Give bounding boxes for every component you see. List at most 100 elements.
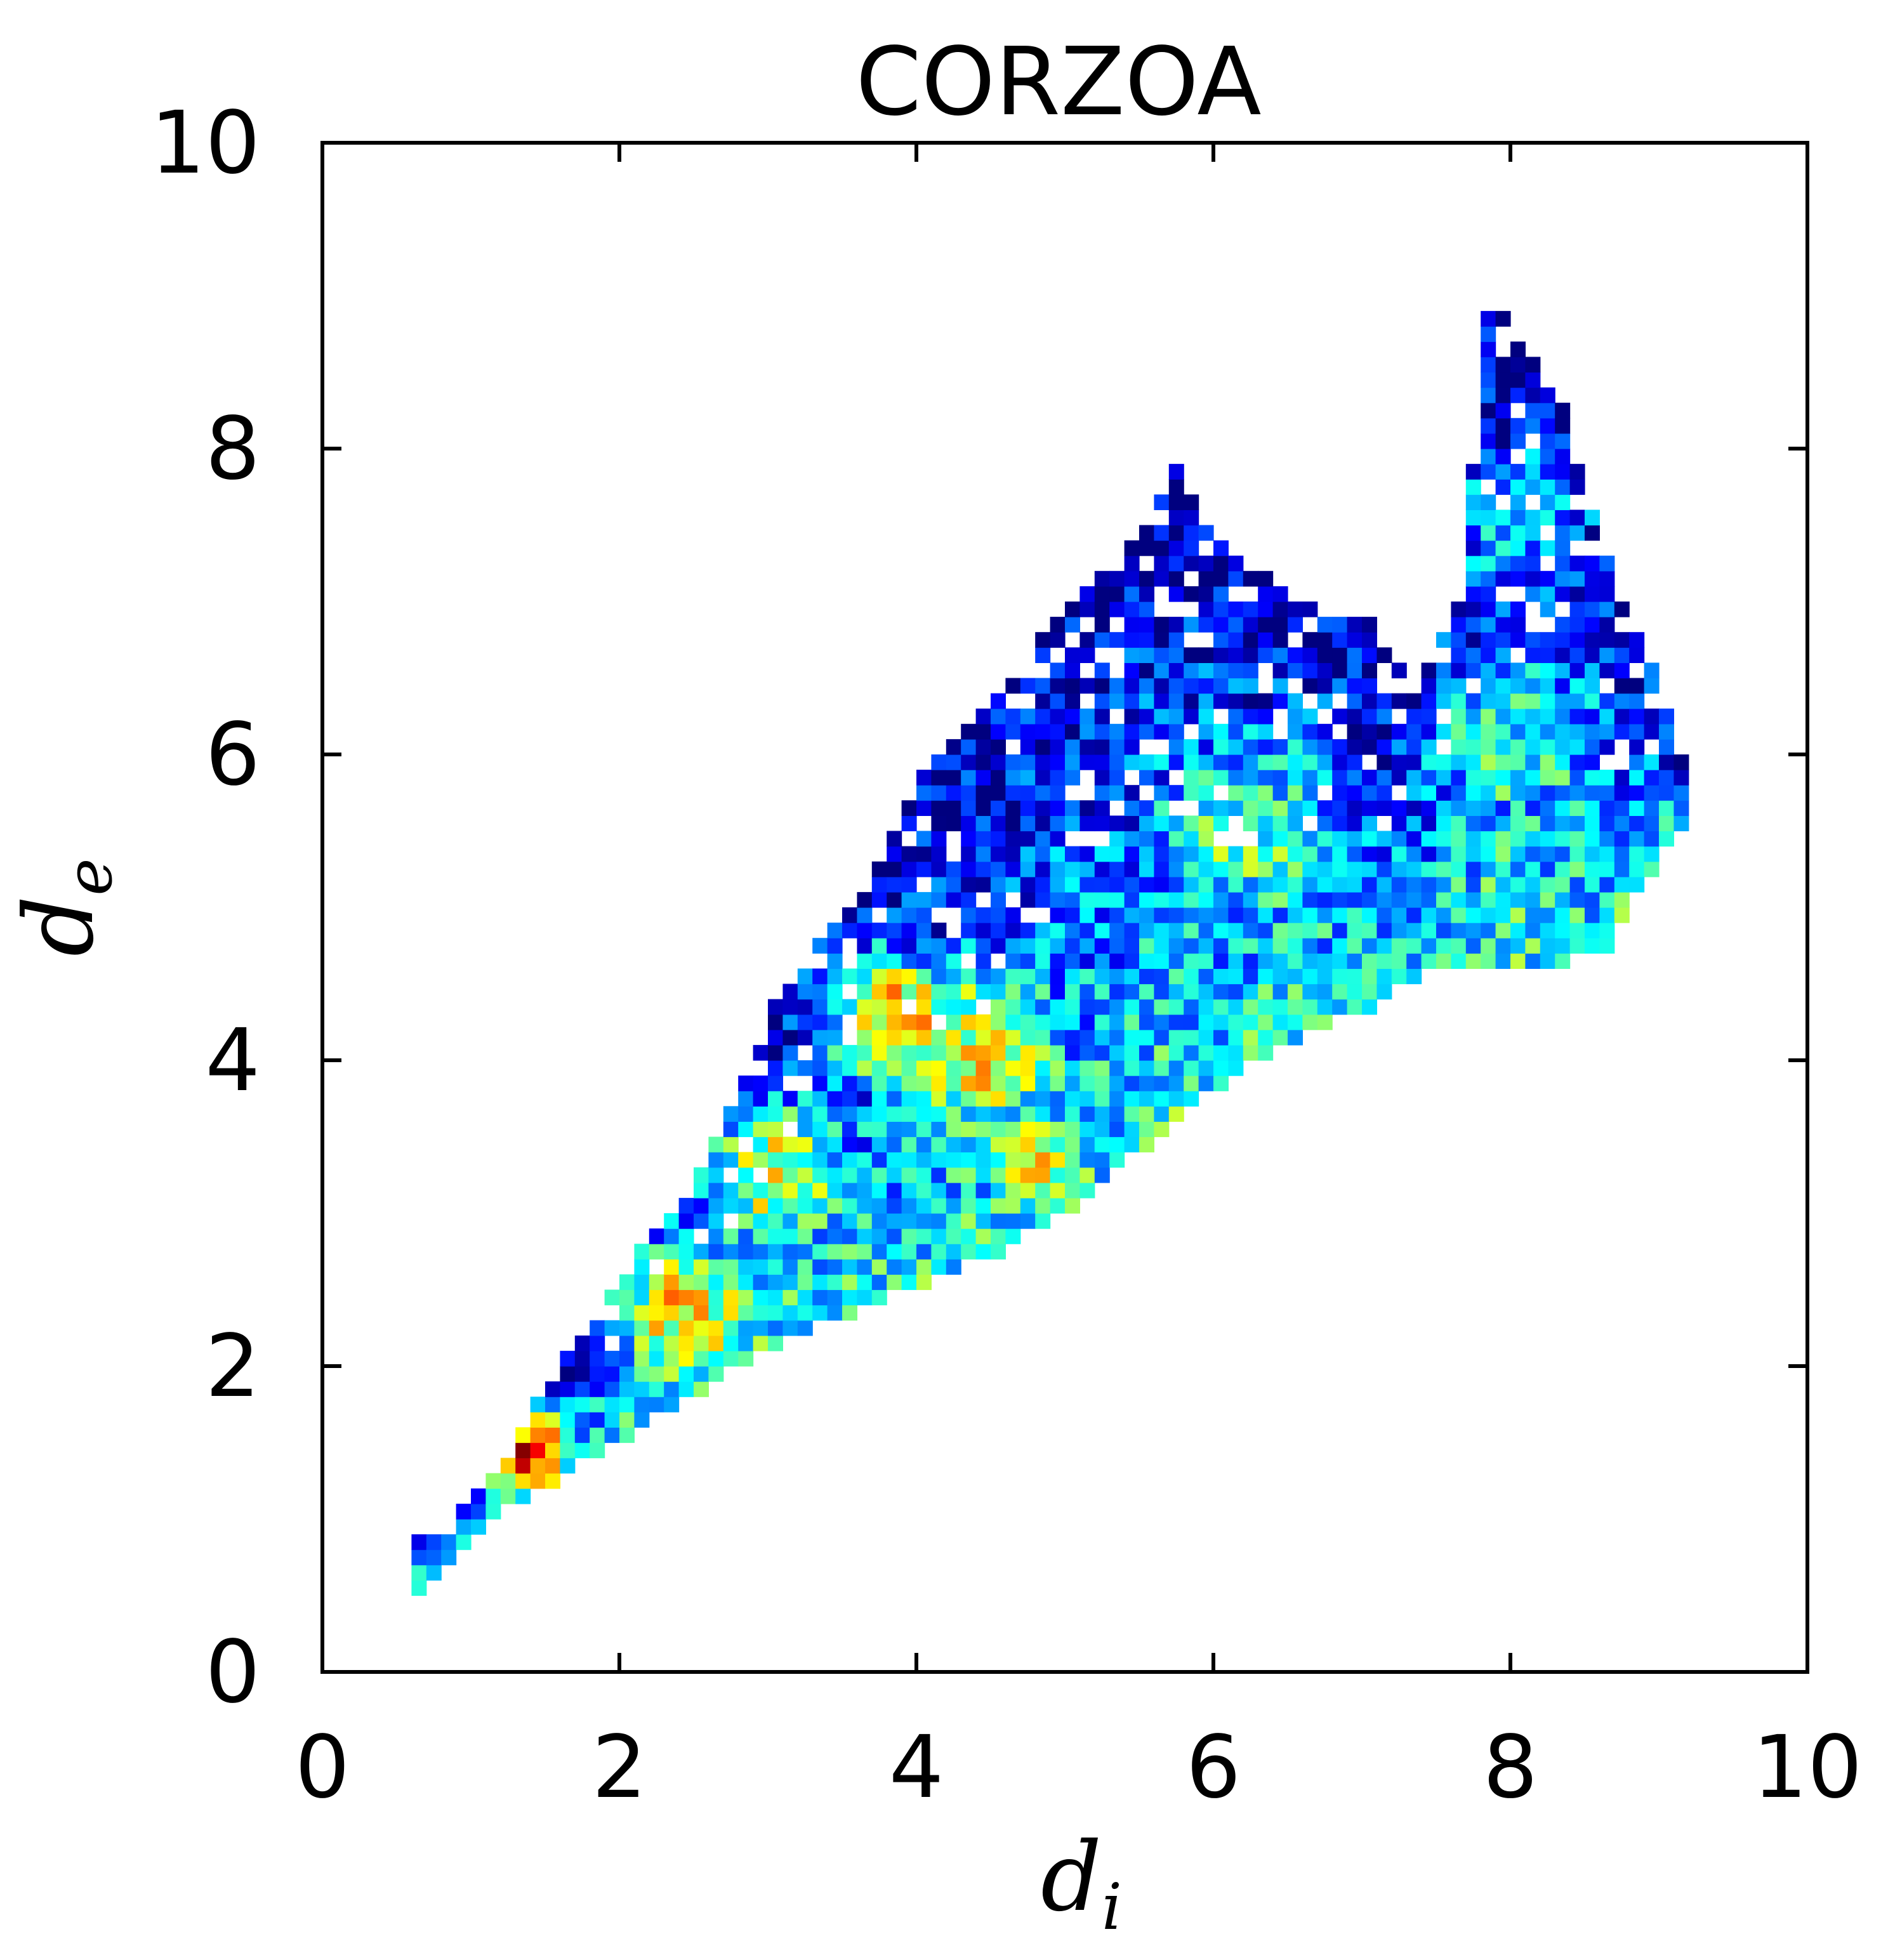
heatmap-cell [827, 1152, 843, 1168]
heatmap-cell [1050, 938, 1066, 954]
heatmap-cell [1154, 953, 1170, 969]
heatmap-cell [1495, 372, 1511, 388]
heatmap-cell [946, 891, 961, 908]
heatmap-cell [1569, 800, 1585, 816]
heatmap-cell [827, 1136, 843, 1153]
heatmap-cell [545, 1412, 560, 1428]
heatmap-cell [1139, 708, 1154, 725]
heatmap-cell [1050, 1182, 1066, 1199]
heatmap-cell [1050, 617, 1066, 633]
heatmap-cell [1168, 693, 1184, 709]
heatmap-cell [1465, 662, 1481, 679]
y-tick-label-8: 8 [205, 399, 260, 499]
heatmap-cell [916, 785, 932, 801]
heatmap-cell [1510, 846, 1526, 862]
heatmap-cell [1510, 617, 1526, 633]
heatmap-cell [1540, 815, 1555, 832]
heatmap-cell [723, 1106, 739, 1122]
heatmap-cell [634, 1381, 650, 1397]
heatmap-cell [1079, 602, 1095, 617]
heatmap-cell [901, 1091, 917, 1107]
heatmap-cell [1154, 1091, 1170, 1107]
heatmap-cell [574, 1442, 590, 1459]
heatmap-cell [1302, 846, 1318, 862]
heatmap-cell [1436, 876, 1451, 893]
heatmap-cell [1035, 1213, 1051, 1229]
heatmap-cell [916, 1075, 932, 1091]
heatmap-cell [1465, 617, 1481, 633]
heatmap-cell [1213, 570, 1229, 587]
heatmap-cell [1213, 968, 1229, 985]
heatmap-cell [753, 1121, 769, 1138]
heatmap-cell [901, 1274, 917, 1291]
heatmap-cell [1124, 540, 1140, 556]
heatmap-cell [738, 1091, 754, 1107]
heatmap-cell [946, 815, 961, 832]
heatmap-cell [1168, 586, 1184, 602]
heatmap-cell [1109, 891, 1125, 908]
heatmap-cell [590, 1350, 605, 1367]
heatmap-cell [1510, 494, 1526, 510]
heatmap-cell [1362, 785, 1377, 801]
heatmap-cell [1035, 1060, 1051, 1076]
heatmap-cell [1362, 632, 1377, 648]
heatmap-cell [1198, 831, 1214, 847]
heatmap-cell [991, 1197, 1006, 1214]
heatmap-cell [842, 907, 857, 923]
heatmap-cell [694, 1274, 709, 1291]
heatmap-cell [1599, 876, 1615, 893]
heatmap-cell [1465, 800, 1481, 816]
heatmap-cell [1481, 570, 1496, 587]
heatmap-cell [975, 708, 991, 725]
heatmap-cell [857, 1136, 873, 1153]
heatmap-cell [1124, 570, 1140, 587]
heatmap-cell [604, 1320, 620, 1336]
heatmap-cell [1510, 418, 1526, 434]
heatmap-cell [1629, 831, 1645, 847]
heatmap-cell [1332, 968, 1348, 985]
heatmap-cell [1481, 464, 1496, 480]
heatmap-cell [1451, 754, 1467, 770]
heatmap-cell [1094, 1136, 1110, 1153]
heatmap-cell [1317, 632, 1333, 648]
heatmap-cell [1139, 662, 1154, 679]
heatmap-cell [1421, 754, 1437, 770]
heatmap-cell [857, 1244, 873, 1260]
heatmap-cell [1228, 1060, 1244, 1076]
heatmap-cell [916, 770, 932, 786]
heatmap-cell [887, 1106, 902, 1122]
heatmap-cell [649, 1244, 664, 1260]
heatmap-cell [1347, 723, 1363, 740]
heatmap-cell [1168, 647, 1184, 663]
heatmap-cell [1436, 953, 1451, 969]
heatmap-cell [842, 968, 857, 985]
heatmap-cell [456, 1503, 472, 1520]
heatmap-cell [946, 1228, 961, 1244]
heatmap-cell [1020, 770, 1036, 786]
heatmap-cell [1332, 708, 1348, 725]
heatmap-cell [961, 846, 977, 862]
heatmap-cell [871, 1121, 887, 1138]
heatmap-cell [901, 861, 917, 878]
heatmap-cell [1154, 754, 1170, 770]
heatmap-cell [961, 968, 977, 985]
heatmap-cell [678, 1197, 694, 1214]
heatmap-cell [1213, 861, 1229, 878]
heatmap-cell [1243, 570, 1258, 587]
heatmap-cell [827, 1060, 843, 1076]
heatmap-cell [1109, 1136, 1125, 1153]
heatmap-cell [1362, 983, 1377, 1000]
heatmap-cell [1525, 510, 1541, 526]
heatmap-cell [1184, 525, 1199, 541]
heatmap-cell [1288, 907, 1303, 923]
heatmap-cell [1243, 815, 1258, 832]
heatmap-cell [901, 1197, 917, 1214]
heatmap-cell [1184, 815, 1199, 832]
heatmap-cell [1109, 938, 1125, 954]
heatmap-cell [1510, 953, 1526, 969]
heatmap-cell [1272, 602, 1288, 617]
heatmap-cell [975, 1136, 991, 1153]
heatmap-cell [991, 693, 1006, 709]
heatmap-cell [1495, 723, 1511, 740]
heatmap-cell [1168, 876, 1184, 893]
